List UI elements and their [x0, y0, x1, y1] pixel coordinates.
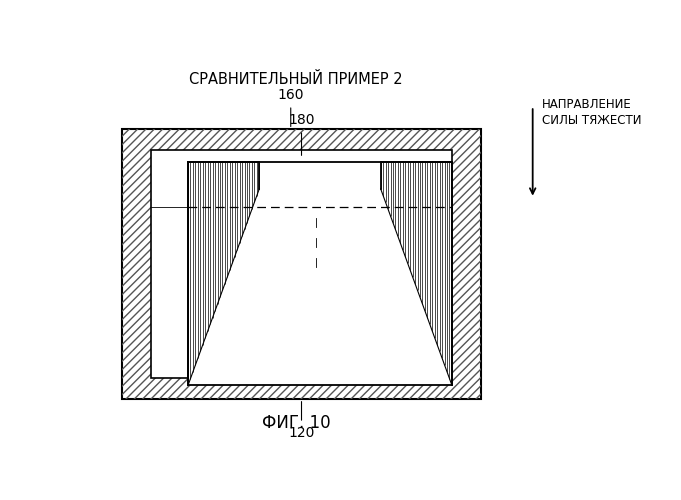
- Text: 160: 160: [277, 88, 304, 126]
- Bar: [151, 150, 452, 378]
- Bar: [122, 130, 481, 399]
- Text: ФИГ. 10: ФИГ. 10: [262, 414, 330, 432]
- Bar: [188, 162, 452, 386]
- Bar: [122, 130, 481, 399]
- Text: СРАВНИТЕЛЬНЫЙ ПРИМЕР 2: СРАВНИТЕЛЬНЫЙ ПРИМЕР 2: [189, 72, 403, 86]
- Text: НАПРАВЛЕНИЕ
СИЛЫ ТЯЖЕСТИ: НАПРАВЛЕНИЕ СИЛЫ ТЯЖЕСТИ: [541, 98, 641, 128]
- Text: 120: 120: [288, 402, 315, 440]
- Text: 180: 180: [288, 114, 315, 156]
